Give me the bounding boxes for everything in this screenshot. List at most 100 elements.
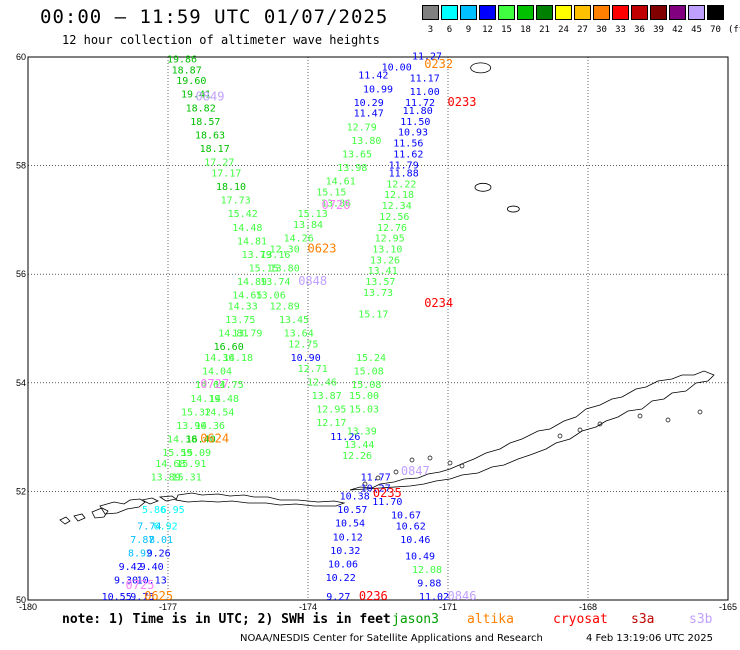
legend-swatch-45 [688,5,705,20]
wave-height-value: 18.87 [172,65,202,76]
island-fragment [393,469,399,475]
wave-height-value: 11.80 [403,106,433,117]
page-title: 00:00 – 11:59 UTC 01/07/2025 [40,6,389,28]
wave-height-value: 14.48 [209,394,239,405]
lat-label: 60 [16,52,26,62]
wave-height-value: 13.90 [176,421,206,432]
pass-time-label: 0232 [424,57,453,71]
wave-height-value: 12.89 [270,301,300,312]
island-fragment [459,463,465,469]
wave-height-value: 9.40 [140,562,164,573]
wave-height-value: 15.03 [349,405,379,416]
wave-height-value: 10.62 [396,521,426,532]
wave-height-value: 6.95 [161,505,185,516]
island-fragment [427,455,433,461]
wave-height-value: 13.45 [279,315,309,326]
wave-height-value: 13.06 [256,291,286,302]
wave-height-value: 18.17 [200,144,230,155]
wave-height-value: 16.60 [214,342,244,353]
pass-time-label: 0728 [322,198,351,212]
wave-height-value: 11.62 [393,149,423,160]
island-fragment [375,475,381,481]
wave-height-value: 15.09 [181,448,211,459]
wave-height-value: 15.08 [351,380,381,391]
lat-label: 54 [16,378,26,388]
lon-label: -180 [19,602,37,612]
legend-swatch-21 [536,5,553,20]
lon-label: -165 [719,602,737,612]
legend-swatch-12 [479,5,496,20]
wave-height-value: 11.42 [358,71,388,82]
legend-label: 24 [558,25,569,35]
legend-unit: (ft) [728,25,740,35]
legend-swatch-6 [441,5,458,20]
wave-height-value: 10.12 [333,532,363,543]
pass-time-labels: 0849 0233 0728 0623 0848 0234 0727 0624 0847 0235… [126,57,477,603]
pass-time-label: 0624 [200,432,229,446]
wave-height-value: 12.30 [270,244,300,255]
map-frame [27,56,729,601]
legend-label: 42 [672,25,683,35]
wave-height-value: 12.22 [386,179,416,190]
wave-height-value: 15.08 [354,367,384,378]
wave-height-value: 13.10 [372,244,402,255]
wave-height-value: 10.67 [391,511,421,522]
coastline-aleutian-islands [59,62,715,525]
wave-height-value: 10.54 [335,519,365,530]
wave-height-value: 10.00 [382,63,412,74]
wave-height-value: 18.63 [195,130,225,141]
wave-height-value: 13.86 [321,198,351,209]
legend-label: 39 [653,25,664,35]
generation-timestamp: 4 Feb 13:19:06 UTC 2025 [586,633,713,644]
wave-height-value: 12.08 [412,565,442,576]
wave-height-value: 14.65 [232,291,262,302]
legend-label: 12 [482,25,493,35]
wave-height-value: 12.46 [307,378,337,389]
wave-height-value: 14.19 [190,394,220,405]
legend-swatch-3 [422,5,439,20]
wave-height-value: 11.88 [389,168,419,179]
wave-height-value: 10.22 [326,573,356,584]
satellite-cryosat: cryosat [553,612,608,627]
wave-height-value: 12.79 [347,122,377,133]
wave-height-value: 14.81 [237,236,267,247]
wave-height-value: 17.17 [211,168,241,179]
legend-label: 9 [465,25,472,35]
pass-time-label: 0846 [448,589,477,603]
wave-height-value: 13.89 [151,473,181,484]
wave-height-value: 14.38 [167,435,197,446]
wave-height-value: 14.81 [218,329,248,340]
wave-height-value: 11.70 [372,497,402,508]
legend-label: 3 [427,25,434,35]
wave-height-value: 11.47 [354,109,384,120]
wave-height-value: 10.49 [405,551,435,562]
wave-height-value: 13.87 [312,391,342,402]
pribilof-island [474,182,492,192]
island-fragment [665,417,671,423]
wave-height-value: 8.01 [149,535,173,546]
wave-height-value: 13.41 [368,266,398,277]
wave-height-value: 11.79 [389,160,419,171]
wave-height-value: 13.74 [260,277,290,288]
wave-height-value: 13.16 [260,250,290,261]
wave-height-value: 12.17 [316,418,346,429]
wave-height-value: 11.00 [410,87,440,98]
wave-height-value: 10.55 [102,592,132,603]
wave-height-value: 12.76 [377,223,407,234]
wave-height-value: 11.56 [393,139,423,150]
wave-height-value: 10.06 [328,559,358,570]
legend-label: 45 [691,25,702,35]
coastline-eastern-aleutians [349,370,715,491]
pass-time-label: 0849 [196,89,225,103]
wave-height-value: 13.80 [270,263,300,274]
wave-height-value: 15.31 [172,473,202,484]
wave-height-value: 15.59 [162,448,192,459]
wave-height-value: 19.86 [167,54,197,65]
wave-height-value: 14.26 [284,234,314,245]
wave-height-value: 15.32 [181,407,211,418]
island-fragment [557,433,563,439]
lat-label: 58 [16,161,26,171]
wave-height-value: 13.57 [365,277,395,288]
